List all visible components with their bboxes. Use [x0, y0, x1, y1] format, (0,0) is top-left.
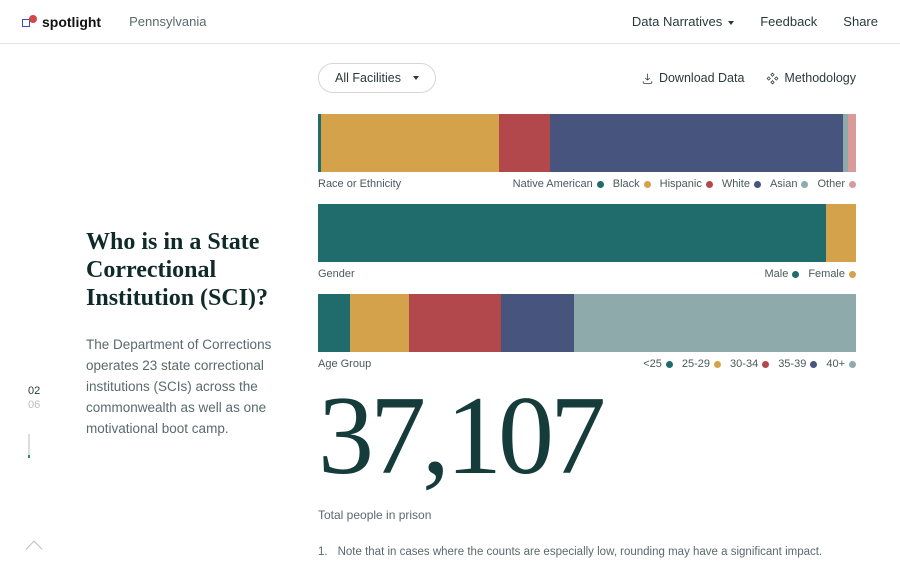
chart-gender-title: Gender [318, 268, 355, 280]
legend-swatch-icon [792, 271, 799, 278]
page-body: 02 06 Who is in a State Correctional Ins… [0, 44, 900, 567]
chart-age-bar [318, 294, 856, 352]
legend-label: Black [613, 178, 640, 190]
chart-age-title: Age Group [318, 358, 371, 370]
chart-race-bar [318, 114, 856, 172]
nav-share[interactable]: Share [843, 14, 878, 29]
legend-swatch-icon [801, 181, 808, 188]
bar-segment[interactable] [499, 114, 550, 172]
legend-swatch-icon [597, 181, 604, 188]
legend-swatch-icon [714, 361, 721, 368]
section-heading: Who is in a State Correctional Instituti… [86, 228, 300, 312]
legend-label: Asian [770, 178, 798, 190]
legend-item[interactable]: Other [817, 178, 856, 190]
bar-segment[interactable] [848, 114, 856, 172]
legend-item[interactable]: Native American [513, 178, 604, 190]
footnote-text: Note that in cases where the counts are … [338, 546, 823, 558]
legend-swatch-icon [849, 181, 856, 188]
brand-logo[interactable]: spotlight [22, 14, 101, 30]
legend-swatch-icon [754, 181, 761, 188]
total-count: 37,107 [318, 380, 856, 492]
legend-item[interactable]: Female [808, 268, 856, 280]
methodology-link[interactable]: Methodology [766, 71, 856, 85]
chart-age: Age Group <25 25-29 30-34 35-39 40+ [318, 294, 856, 370]
legend-label: Hispanic [660, 178, 702, 190]
chart-race-legend: Native American Black Hispanic White Asian Ot… [513, 178, 856, 190]
legend-item[interactable]: <25 [643, 358, 673, 370]
progress-indicator: 02 06 [0, 384, 86, 412]
legend-item[interactable]: 25-29 [682, 358, 721, 370]
visualization-column: All Facilities Download Data Methodology… [318, 44, 900, 567]
nav-data-narratives[interactable]: Data Narratives [632, 14, 734, 29]
legend-item[interactable]: Hispanic [660, 178, 713, 190]
legend-label: 40+ [826, 358, 845, 370]
legend-label: Female [808, 268, 845, 280]
bar-segment[interactable] [321, 114, 499, 172]
footnote: 1. Note that in cases where the counts a… [318, 546, 856, 558]
footnote-number: 1. [318, 546, 328, 558]
legend-item[interactable]: Male [764, 268, 799, 280]
section-body: The Department of Corrections operates 2… [86, 334, 300, 439]
total-caption: Total people in prison [318, 508, 856, 522]
chart-gender: Gender Male Female [318, 204, 856, 280]
bar-segment[interactable] [318, 294, 350, 352]
legend-item[interactable]: Black [613, 178, 651, 190]
header-nav: Data Narratives Feedback Share [632, 14, 878, 29]
nav-feedback[interactable]: Feedback [760, 14, 817, 29]
bar-segment[interactable] [826, 204, 856, 262]
legend-item[interactable]: 30-34 [730, 358, 769, 370]
methodology-icon [766, 72, 779, 85]
legend-label: Other [817, 178, 845, 190]
progress-total: 06 [28, 398, 86, 412]
legend-label: <25 [643, 358, 662, 370]
bar-segment[interactable] [350, 294, 409, 352]
legend-label: White [722, 178, 750, 190]
scroll-up-icon[interactable] [26, 541, 43, 558]
progress-current: 02 [28, 384, 86, 398]
legend-swatch-icon [644, 181, 651, 188]
narrative-text: Who is in a State Correctional Instituti… [86, 44, 318, 567]
legend-label: 30-34 [730, 358, 758, 370]
chart-race-title: Race or Ethnicity [318, 178, 401, 190]
chart-age-legend: <25 25-29 30-34 35-39 40+ [643, 358, 856, 370]
facility-filter-dropdown[interactable]: All Facilities [318, 63, 436, 93]
legend-swatch-icon [849, 361, 856, 368]
chart-gender-bar [318, 204, 856, 262]
chart-gender-legend: Male Female [764, 268, 856, 280]
bar-segment[interactable] [574, 294, 856, 352]
legend-label: 35-39 [778, 358, 806, 370]
bar-segment[interactable] [501, 294, 574, 352]
download-icon [641, 72, 654, 85]
legend-item[interactable]: 35-39 [778, 358, 817, 370]
legend-item[interactable]: Asian [770, 178, 809, 190]
state-label: Pennsylvania [129, 14, 206, 29]
legend-swatch-icon [849, 271, 856, 278]
legend-item[interactable]: White [722, 178, 761, 190]
brand-name: spotlight [42, 14, 101, 30]
legend-label: Male [764, 268, 788, 280]
legend-swatch-icon [762, 361, 769, 368]
bar-segment[interactable] [318, 204, 826, 262]
bar-segment[interactable] [550, 114, 843, 172]
viz-controls: All Facilities Download Data Methodology [318, 56, 856, 100]
download-data-link[interactable]: Download Data [641, 71, 744, 85]
legend-swatch-icon [666, 361, 673, 368]
legend-label: Native American [513, 178, 593, 190]
legend-swatch-icon [810, 361, 817, 368]
progress-rail: 02 06 [0, 44, 86, 567]
progress-bar-icon [28, 434, 30, 458]
methodology-label: Methodology [784, 71, 856, 85]
legend-label: 25-29 [682, 358, 710, 370]
brand-mark-icon [22, 15, 36, 29]
bar-segment[interactable] [409, 294, 500, 352]
legend-item[interactable]: 40+ [826, 358, 856, 370]
legend-swatch-icon [706, 181, 713, 188]
chart-race: Race or Ethnicity Native American Black Hi… [318, 114, 856, 190]
download-label: Download Data [659, 71, 744, 85]
app-header: spotlight Pennsylvania Data Narratives F… [0, 0, 900, 44]
